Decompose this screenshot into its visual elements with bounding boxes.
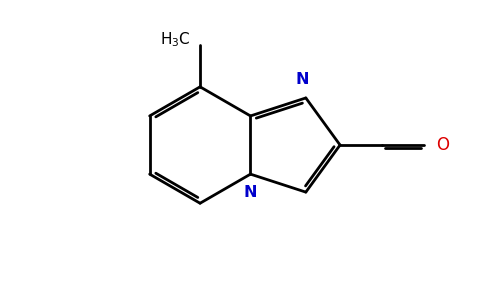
Text: O: O [436,136,449,154]
Text: N: N [244,184,257,200]
Text: H$_3$C: H$_3$C [160,31,190,50]
Text: N: N [296,72,309,87]
